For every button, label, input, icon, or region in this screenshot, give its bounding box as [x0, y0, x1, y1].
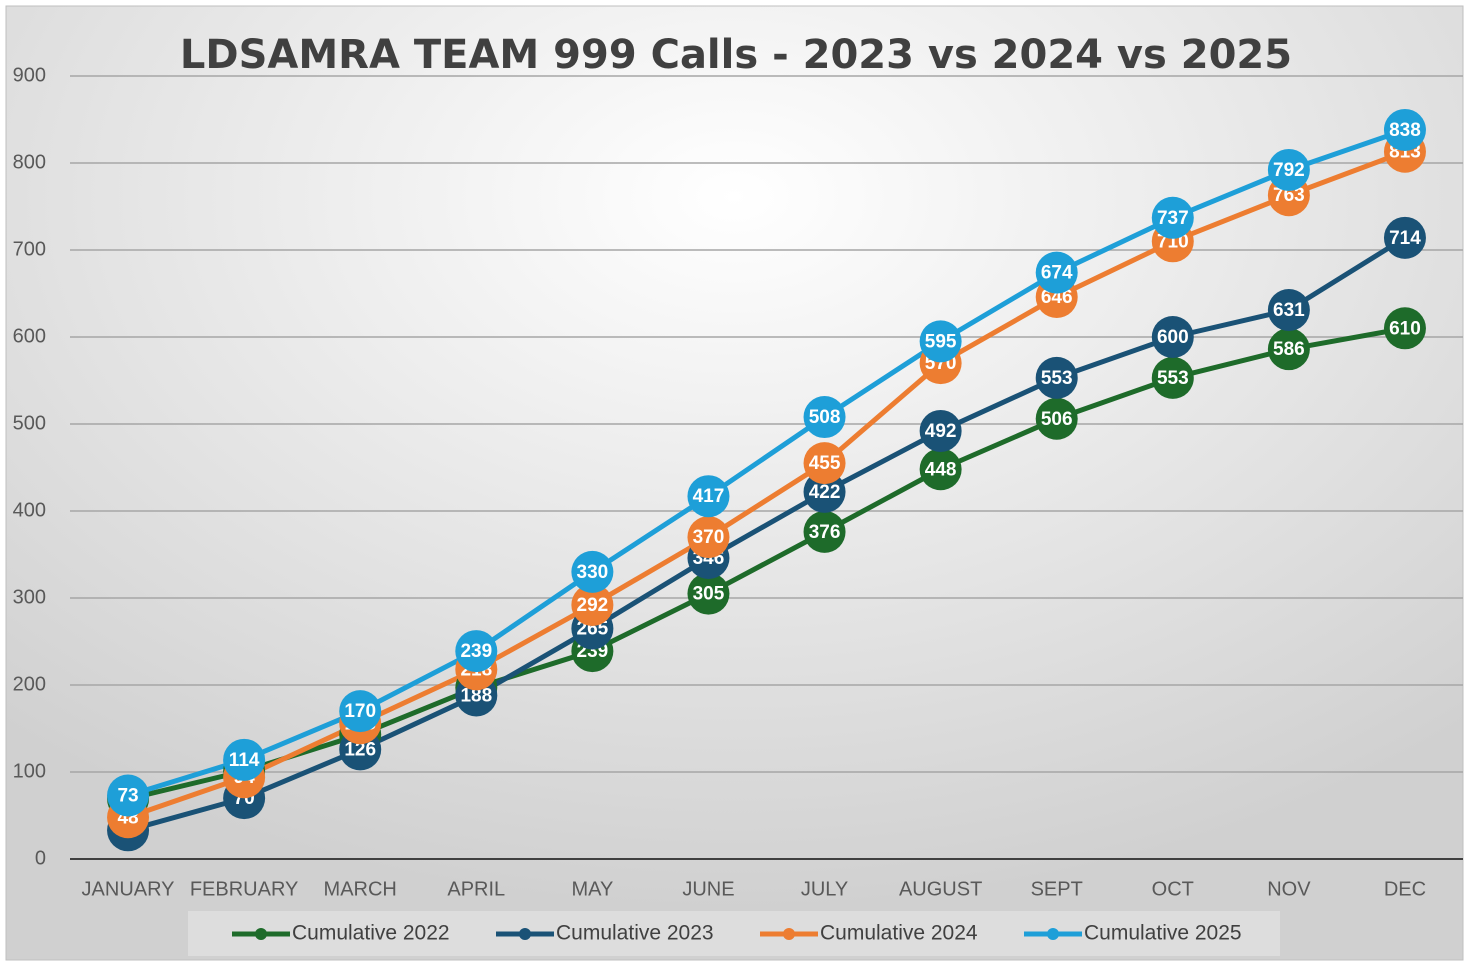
x-tick-label: AUGUST — [899, 878, 982, 900]
point-marker — [919, 409, 962, 452]
data-label: 508 — [809, 407, 841, 428]
point-marker — [1383, 307, 1426, 350]
x-tick-label: JULY — [801, 878, 848, 900]
point-marker — [1035, 397, 1078, 440]
point-marker — [1383, 216, 1426, 259]
y-tick-label: 800 — [13, 151, 46, 173]
point-marker — [687, 475, 730, 518]
data-label: 370 — [693, 527, 725, 548]
point-marker — [919, 448, 962, 491]
y-tick-label: 100 — [13, 760, 46, 782]
data-label: 553 — [1041, 368, 1073, 389]
data-label: 239 — [460, 641, 492, 662]
point-marker — [1035, 251, 1078, 294]
point-marker — [339, 690, 382, 733]
data-label: 714 — [1389, 228, 1421, 249]
y-tick-label: 700 — [13, 238, 46, 260]
point-marker — [571, 583, 614, 626]
data-label: 330 — [577, 562, 609, 583]
point-marker — [1035, 356, 1078, 399]
data-label: 646 — [1041, 287, 1073, 308]
point-marker — [455, 630, 498, 673]
x-tick-label: OCT — [1152, 878, 1194, 900]
x-tick-label: JANUARY — [82, 878, 175, 900]
x-tick-label: FEBRUARY — [190, 878, 299, 900]
point-marker — [803, 510, 846, 553]
point-marker — [1151, 316, 1194, 358]
data-label: 292 — [577, 595, 609, 616]
data-label: 376 — [809, 522, 841, 543]
y-tick-label: 200 — [13, 673, 46, 695]
point-marker — [1267, 148, 1310, 191]
y-tick-label: 300 — [13, 586, 46, 608]
data-label: 763 — [1273, 185, 1305, 206]
data-label: 506 — [1041, 409, 1073, 430]
point-marker — [803, 442, 846, 485]
legend-label: Cumulative 2024 — [820, 922, 978, 945]
data-label: 600 — [1157, 327, 1189, 348]
data-label: 792 — [1273, 160, 1305, 181]
data-label: 417 — [693, 486, 725, 507]
legend-label: Cumulative 2023 — [556, 922, 714, 945]
point-marker — [1267, 289, 1310, 332]
x-tick-label: MAY — [571, 878, 613, 900]
x-tick-label: SEPT — [1031, 878, 1083, 900]
point-marker — [223, 738, 266, 781]
data-label: 553 — [1157, 368, 1189, 389]
data-label: 305 — [693, 584, 725, 605]
y-tick-label: 500 — [13, 412, 46, 434]
legend-label: Cumulative 2022 — [292, 922, 450, 945]
point-marker — [803, 396, 846, 439]
legend-marker — [1047, 928, 1059, 940]
data-label: 492 — [925, 421, 957, 442]
data-label: 610 — [1389, 318, 1421, 339]
data-label: 595 — [925, 331, 957, 352]
y-tick-label: 400 — [13, 499, 46, 521]
y-tick-label: 0 — [35, 847, 46, 869]
x-tick-label: NOV — [1267, 878, 1311, 900]
data-label: 586 — [1273, 339, 1305, 360]
point-marker — [1151, 356, 1194, 399]
legend-marker — [519, 928, 531, 940]
point-marker — [687, 572, 730, 615]
legend-marker — [783, 928, 795, 940]
point-marker — [687, 516, 730, 559]
data-label: 455 — [809, 453, 841, 474]
point-marker — [1267, 328, 1310, 371]
chart-title: LDSAMRA TEAM 999 Calls - 2023 vs 2024 vs… — [180, 32, 1292, 78]
data-label: 737 — [1157, 208, 1189, 229]
data-label: 73 — [117, 786, 138, 807]
point-marker — [1383, 108, 1426, 151]
data-label: 126 — [344, 739, 376, 760]
data-label: 838 — [1389, 120, 1421, 141]
x-tick-label: APRIL — [447, 878, 505, 900]
legend-label: Cumulative 2025 — [1084, 922, 1242, 945]
x-tick-label: MARCH — [324, 878, 397, 900]
y-tick-label: 600 — [13, 325, 46, 347]
point-marker — [1151, 196, 1194, 239]
chart-background — [5, 5, 1464, 961]
point-marker — [919, 320, 962, 363]
point-marker — [803, 470, 846, 513]
x-tick-label: DEC — [1384, 878, 1426, 900]
x-tick-label: JUNE — [682, 878, 734, 900]
legend-marker — [255, 928, 267, 940]
data-label: 422 — [809, 482, 841, 503]
point-marker — [571, 550, 614, 593]
data-label: 170 — [344, 701, 376, 722]
y-tick-label: 900 — [13, 64, 46, 86]
data-label: 674 — [1041, 263, 1073, 284]
point-marker — [107, 774, 150, 817]
data-label: 188 — [460, 685, 492, 706]
legend-box — [188, 911, 1280, 956]
data-label: 114 — [229, 750, 260, 771]
data-label: 631 — [1273, 300, 1305, 321]
data-label: 448 — [925, 459, 957, 480]
